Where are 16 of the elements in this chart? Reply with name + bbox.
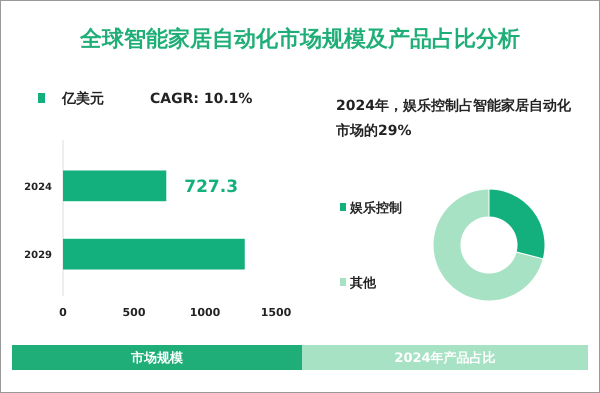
text: CAGR: 10.1% [150, 91, 252, 107]
x-tick-label: 1500 [260, 306, 292, 319]
legend-label: 其他 [349, 276, 377, 291]
x-tick-label: 0 [59, 306, 68, 319]
chart-title: 全球智能家居自动化市场规模及产品占比分析 [79, 26, 520, 52]
chart-title: 2024年，娱乐控制占智能家居自动化市场的29% [335, 97, 572, 139]
legend-label: 娱乐控制 [349, 200, 402, 216]
text: 2024年产品占比 [394, 350, 496, 366]
legend-label: 亿美元 [61, 90, 104, 107]
x-tick-label: 1000 [190, 306, 221, 319]
x-tick-label: 500 [122, 306, 146, 319]
data-label: 727.3 [184, 176, 238, 197]
text: 市场规模 [130, 350, 183, 366]
y-tick-label: 2029 [24, 250, 52, 262]
y-tick-label: 2024 [24, 182, 52, 193]
donut-slice [432, 188, 544, 302]
